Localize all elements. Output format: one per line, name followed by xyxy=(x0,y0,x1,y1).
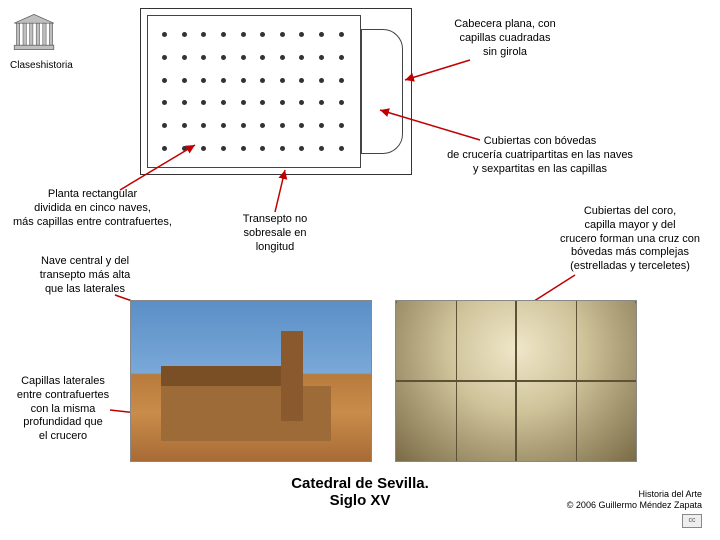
annot-transepto: Transepto nosobresale enlongitud xyxy=(225,213,325,254)
exterior-photo xyxy=(130,300,372,462)
annot-cubiertas-coro: Cubiertas del coro,capilla mayor y delcr… xyxy=(540,205,720,274)
credits-line2: © 2006 Guillermo Méndez Zapata xyxy=(567,500,702,512)
annot-nave-central: Nave central y deltransepto más altaque … xyxy=(20,255,150,296)
credits-line1: Historia del Arte xyxy=(567,489,702,501)
floorplan-pillars xyxy=(155,23,351,160)
temple-logo-icon xyxy=(12,12,56,52)
cc-badge-icon: cc xyxy=(682,514,702,528)
annot-capillas-laterales: Capillas lateralesentre contrafuertescon… xyxy=(8,375,118,444)
annot-cabecera: Cabecera plana, concapillas cuadradassin… xyxy=(430,18,580,59)
brand-label: Claseshistoria xyxy=(10,60,73,71)
credits: Historia del Arte © 2006 Guillermo Ménde… xyxy=(567,489,702,512)
main-title: Catedral de Sevilla.Siglo XV xyxy=(250,475,470,509)
interior-photo xyxy=(395,300,637,462)
annot-planta: Planta rectangulardividida en cinco nave… xyxy=(0,188,185,229)
annot-cubiertas-naves: Cubiertas con bóvedasde crucería cuatrip… xyxy=(420,135,660,176)
floorplan-diagram xyxy=(140,8,412,175)
